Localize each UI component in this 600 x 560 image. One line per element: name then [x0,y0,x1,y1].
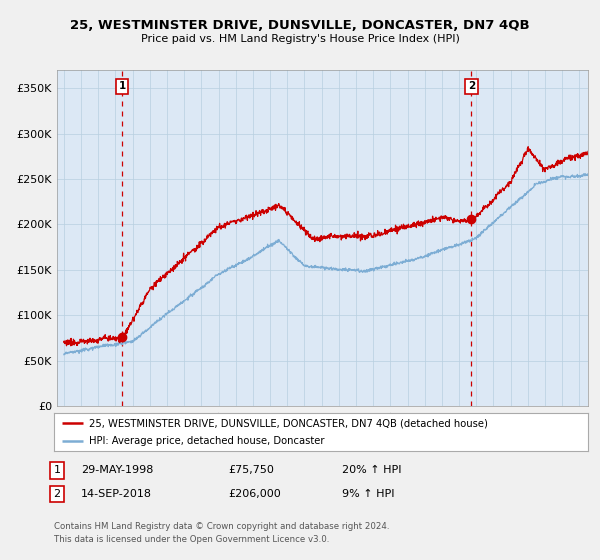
Text: 20% ↑ HPI: 20% ↑ HPI [342,465,401,475]
Text: HPI: Average price, detached house, Doncaster: HPI: Average price, detached house, Donc… [89,436,324,446]
Text: 1: 1 [118,81,125,91]
Text: 25, WESTMINSTER DRIVE, DUNSVILLE, DONCASTER, DN7 4QB: 25, WESTMINSTER DRIVE, DUNSVILLE, DONCAS… [70,18,530,32]
Text: 2: 2 [467,81,475,91]
Text: Contains HM Land Registry data © Crown copyright and database right 2024.
This d: Contains HM Land Registry data © Crown c… [54,522,389,544]
Text: 29-MAY-1998: 29-MAY-1998 [81,465,154,475]
Text: Price paid vs. HM Land Registry's House Price Index (HPI): Price paid vs. HM Land Registry's House … [140,34,460,44]
Text: 14-SEP-2018: 14-SEP-2018 [81,489,152,499]
Text: 25, WESTMINSTER DRIVE, DUNSVILLE, DONCASTER, DN7 4QB (detached house): 25, WESTMINSTER DRIVE, DUNSVILLE, DONCAS… [89,418,488,428]
Text: £75,750: £75,750 [228,465,274,475]
Text: 2: 2 [53,489,61,499]
Text: £206,000: £206,000 [228,489,281,499]
Text: 9% ↑ HPI: 9% ↑ HPI [342,489,395,499]
Text: 1: 1 [53,465,61,475]
